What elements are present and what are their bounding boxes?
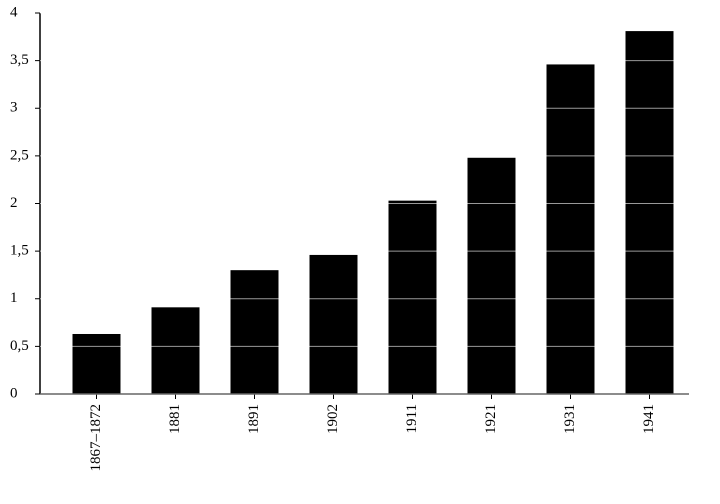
y-tick-label: 0 <box>10 385 18 401</box>
y-tick-label: 1,5 <box>10 243 29 259</box>
y-tick-label: 1 <box>10 290 18 306</box>
bar <box>309 254 358 394</box>
x-tick-label: 1911 <box>404 404 420 433</box>
bar <box>388 200 437 394</box>
x-tick-label: 1891 <box>246 404 262 434</box>
bar <box>151 307 200 394</box>
x-tick-label: 1902 <box>325 404 341 434</box>
x-tick-label: 1921 <box>483 404 499 434</box>
x-tick-label: 1867–1872 <box>88 404 104 472</box>
bar <box>230 270 279 394</box>
bar <box>72 333 121 394</box>
x-tick-label: 1931 <box>562 404 578 434</box>
y-tick-label: 4 <box>10 4 18 20</box>
y-tick-label: 3,5 <box>10 52 29 68</box>
y-tick-label: 2,5 <box>10 147 29 163</box>
x-tick-label: 1941 <box>641 404 657 434</box>
y-tick-label: 0,5 <box>10 338 29 354</box>
bar <box>546 64 595 394</box>
x-tick-label: 1881 <box>167 404 183 434</box>
y-tick-label: 2 <box>10 195 18 211</box>
y-tick-label: 3 <box>10 100 18 116</box>
bar <box>467 157 516 394</box>
bar <box>625 31 674 394</box>
